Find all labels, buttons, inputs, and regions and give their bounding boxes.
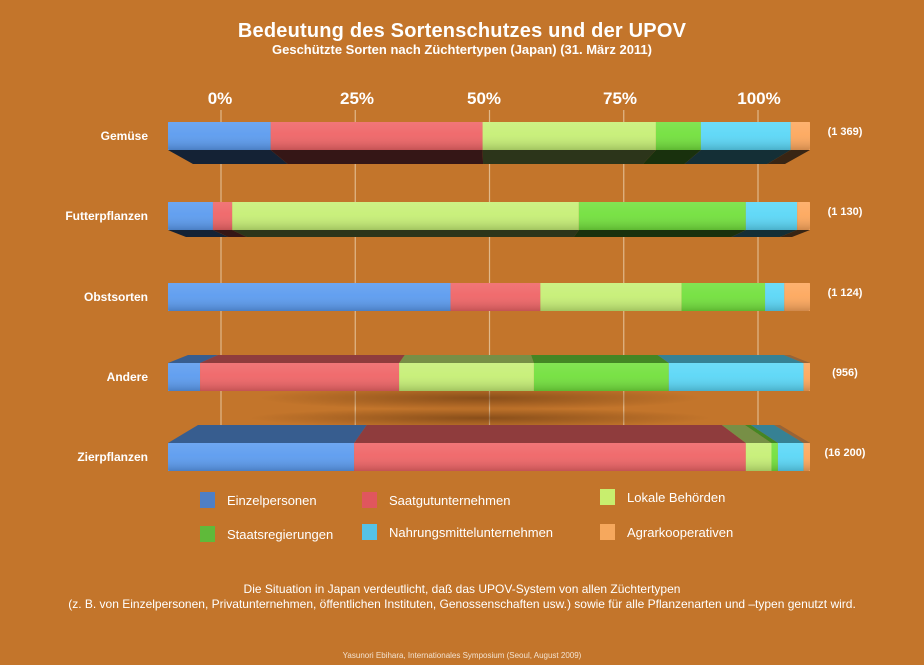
bar-bottom-face xyxy=(168,150,288,164)
total-count-label: (16 200) xyxy=(825,447,866,459)
x-tick-label: 50% xyxy=(467,89,501,108)
legend-swatch xyxy=(362,524,377,540)
legend-swatch xyxy=(362,492,377,508)
category-label: Gemüse xyxy=(101,129,149,143)
bar-shadow xyxy=(250,408,710,428)
bar-shadow xyxy=(260,386,700,410)
legend-swatch xyxy=(600,524,615,540)
legend-item: Staatsregierungen xyxy=(200,526,333,542)
bar-top-face xyxy=(750,425,804,443)
total-count-label: (1 124) xyxy=(828,287,863,299)
bar-bottom-face xyxy=(168,230,229,237)
footnote-line-1: Die Situation in Japan verdeutlicht, daß… xyxy=(243,582,681,596)
legend-label: Nahrungsmittelunternehmen xyxy=(389,524,554,540)
bar-bottom-face xyxy=(270,150,484,164)
category-label: Zierpflanzen xyxy=(77,450,148,464)
legend-swatch xyxy=(600,489,615,505)
x-tick-label: 75% xyxy=(603,89,637,108)
legend-item: Nahrungsmittelunternehmen xyxy=(362,524,553,540)
source-credit: Yasunori Ebihara, Internationales Sympos… xyxy=(342,651,582,660)
category-label: Obstsorten xyxy=(84,290,148,304)
bar-top-face xyxy=(745,425,778,443)
legend-label: Agrarkooperativen xyxy=(627,524,734,540)
x-tick-label: 100% xyxy=(737,89,780,108)
legend-item: Saatgutunternehmen xyxy=(362,492,510,508)
legend-label: Staatsregierungen xyxy=(227,526,334,542)
legend-label: Saatgutunternehmen xyxy=(389,492,511,508)
bar-bottom-face xyxy=(642,150,701,164)
bar-top-face xyxy=(657,355,804,363)
legend-item: Agrarkooperativen xyxy=(600,524,733,540)
bar-bottom-face xyxy=(767,150,810,164)
total-count-label: (1 130) xyxy=(828,206,863,218)
category-label: Andere xyxy=(107,370,149,384)
bar-gloss xyxy=(168,283,810,311)
bar-top-face xyxy=(399,355,534,363)
legend-item: Lokale Behörden xyxy=(600,489,725,505)
bar-top-face xyxy=(531,355,669,363)
bar-gloss xyxy=(168,443,810,471)
bar-top-face xyxy=(200,355,405,363)
legend-item: Einzelpersonen xyxy=(200,492,317,508)
bar-gloss xyxy=(168,202,810,230)
bar-gloss xyxy=(168,363,810,391)
category-label: Futterpflanzen xyxy=(65,209,148,223)
bar-bottom-face xyxy=(731,230,798,237)
legend-label: Einzelpersonen xyxy=(227,492,317,508)
bar-bottom-face xyxy=(212,230,247,237)
footnote: Die Situation in Japan verdeutlicht, daß… xyxy=(0,582,924,612)
footnote-line-2: (z. B. von Einzelpersonen, Privatunterne… xyxy=(68,597,856,611)
bar-top-face xyxy=(354,425,746,443)
total-count-label: (1 369) xyxy=(828,126,863,138)
chart-title: Bedeutung des Sortenschutzes und der UPO… xyxy=(237,20,687,42)
legend-swatch xyxy=(200,492,215,508)
bar-bottom-face xyxy=(573,230,746,237)
bar-bottom-face xyxy=(232,230,579,237)
bar-gloss xyxy=(168,122,810,150)
x-tick-label: 25% xyxy=(340,89,374,108)
bar-top-face xyxy=(168,355,219,363)
bar-bottom-face xyxy=(684,150,791,164)
bar-bottom-face xyxy=(779,230,810,237)
bar-top-face xyxy=(721,425,772,443)
chart-subtitle: Geschützte Sorten nach Züchtertypen (Jap… xyxy=(272,42,652,57)
legend-label: Lokale Behörden xyxy=(627,489,726,505)
total-count-label: (956) xyxy=(832,367,858,379)
x-tick-label: 0% xyxy=(208,89,233,108)
bar-top-face xyxy=(168,425,367,443)
legend-swatch xyxy=(200,526,215,542)
bar-top-face xyxy=(774,425,810,443)
bar-top-face xyxy=(783,355,810,363)
bar-bottom-face xyxy=(482,150,656,164)
